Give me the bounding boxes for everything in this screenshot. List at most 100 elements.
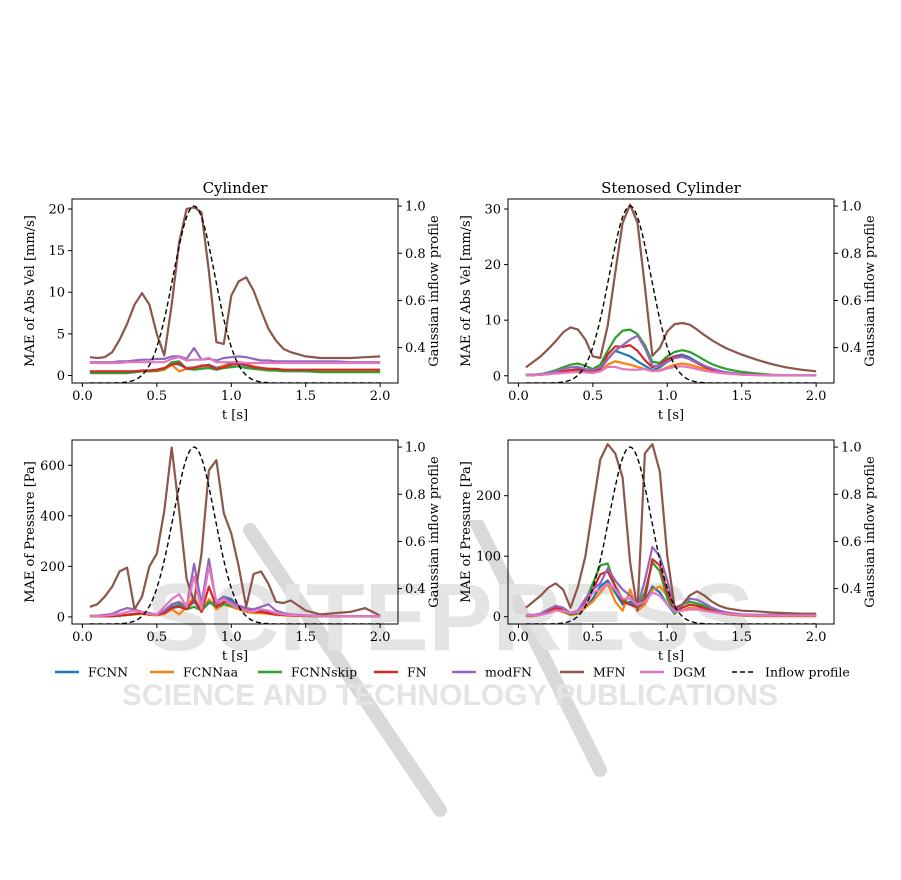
y-tick-label: 10	[48, 286, 65, 301]
series-line-fcnnskip	[89, 360, 381, 375]
x-tick-label: 1.5	[731, 630, 752, 645]
axes-frame	[71, 439, 399, 625]
y2-tick-label: 0.4	[405, 582, 426, 597]
y-tick-label: 10	[484, 314, 501, 329]
y2-axis-label: Gaussian inflow profile	[863, 456, 878, 608]
series-line-dgm	[89, 565, 381, 618]
x-tick-label: 2.0	[370, 389, 391, 404]
series-group	[89, 205, 381, 383]
x-axis-label: t [s]	[222, 408, 248, 423]
y2-tick-label: 0.8	[841, 247, 862, 262]
x-tick-label: 1.5	[295, 630, 316, 645]
legend-label: FCNNskip	[291, 665, 357, 680]
y2-tick-label: 0.4	[841, 582, 862, 597]
legend-label: FCNNaa	[183, 665, 239, 680]
watermark-line2: SCIENCE AND TECHNOLOGY PUBLICATIONS	[122, 679, 778, 712]
x-tick-label: 0.0	[72, 389, 93, 404]
y-tick-label: 5	[57, 327, 65, 342]
y2-tick-label: 0.8	[405, 247, 426, 262]
axes-frame	[507, 198, 835, 384]
x-tick-label: 0.0	[72, 630, 93, 645]
axes-frame	[507, 439, 835, 625]
x-tick-label: 2.0	[806, 630, 827, 645]
y-tick-label: 15	[48, 244, 65, 259]
y2-axis-label: Gaussian inflow profile	[427, 456, 442, 608]
y2-tick-label: 0.6	[405, 294, 426, 309]
legend-label: modFN	[485, 665, 532, 680]
y2-axis-label: Gaussian inflow profile	[427, 215, 442, 367]
axes-frame	[71, 198, 399, 384]
x-tick-label: 1.5	[731, 389, 752, 404]
x-tick-label: 1.0	[657, 389, 678, 404]
y-tick-label: 100	[476, 550, 501, 565]
x-tick-label: 0.5	[147, 389, 168, 404]
x-tick-label: 1.5	[295, 389, 316, 404]
watermark-swoosh	[243, 520, 607, 817]
chart-panel-3: 0.0 0.5 1.0 1.5 2.0 0 200 400 600 0.4 0.6 0.8 1.0 t […	[23, 439, 442, 664]
y-axis-label: MAE of Pressure [Pa]	[23, 461, 38, 603]
inflow-profile-line	[89, 205, 381, 383]
y-tick-label: 600	[40, 459, 65, 474]
legend-label: FN	[407, 665, 427, 680]
series-group	[525, 443, 817, 624]
series-line-dgm	[89, 356, 381, 365]
y2-tick-label: 0.4	[841, 341, 862, 356]
y-axis-label: MAE of Abs Vel [mm/s]	[459, 215, 474, 367]
y-tick-label: 0	[57, 369, 65, 384]
x-tick-label: 0.0	[508, 630, 529, 645]
legend-label: FCNN	[88, 665, 128, 680]
series-line-mfn	[525, 443, 817, 615]
y-tick-label: 0	[57, 610, 65, 625]
y-tick-label: 200	[476, 489, 501, 504]
series-line-modfn	[89, 346, 381, 364]
series-line-dgm	[525, 582, 817, 617]
x-axis-label: t [s]	[222, 649, 248, 664]
sitepress-watermark: SCITEPRESS SCIENCE AND TECHNOLOGY PUBLIC…	[122, 520, 778, 817]
y-tick-label: 0	[493, 369, 501, 384]
y-axis-label: MAE of Pressure [Pa]	[459, 461, 474, 603]
x-tick-label: 2.0	[806, 389, 827, 404]
watermark-line1: SCITEPRESS	[146, 564, 754, 671]
x-axis-label: t [s]	[658, 649, 684, 664]
y-tick-label: 20	[48, 202, 65, 217]
y2-tick-label: 1.0	[405, 441, 426, 456]
y2-tick-label: 0.6	[841, 294, 862, 309]
y2-tick-label: 0.6	[841, 535, 862, 550]
y2-tick-label: 0.8	[841, 488, 862, 503]
y2-tick-label: 0.4	[405, 341, 426, 356]
y2-axis-label: Gaussian inflow profile	[863, 215, 878, 367]
x-tick-label: 1.0	[221, 389, 242, 404]
x-tick-label: 0.5	[583, 389, 604, 404]
x-tick-label: 0.5	[583, 630, 604, 645]
y-tick-label: 20	[484, 258, 501, 273]
chart-panel-1: Cylinder 0.0 0.5 1.0 1.5 2.0 0 5 10 15 20 0.4 0.6 0.8…	[23, 179, 442, 423]
chart-panel-4: 0.0 0.5 1.0 1.5 2.0 0 100 200 0.4 0.6 0.8 1.0 t [s] M…	[459, 439, 878, 664]
chart-title: Cylinder	[203, 179, 269, 197]
series-line-mfn	[89, 446, 381, 617]
inflow-profile-line	[89, 446, 381, 624]
chart-title: Stenosed Cylinder	[601, 179, 742, 197]
inflow-profile-line	[525, 205, 817, 383]
y2-tick-label: 0.8	[405, 488, 426, 503]
chart-panel-2: Stenosed Cylinder 0.0 0.5 1.0 1.5 2.0 0 10 20 30 0…	[459, 179, 878, 423]
series-line-mfn	[89, 206, 381, 360]
y-tick-label: 400	[40, 509, 65, 524]
y-tick-label: 0	[493, 610, 501, 625]
series-group	[525, 203, 817, 383]
series-line-dgm	[525, 365, 817, 377]
x-axis-label: t [s]	[658, 408, 684, 423]
x-tick-label: 2.0	[370, 630, 391, 645]
series-line-fn	[89, 361, 381, 373]
y2-tick-label: 1.0	[841, 441, 862, 456]
x-tick-label: 1.0	[657, 630, 678, 645]
series-line-mfn	[525, 203, 817, 373]
legend: FCNN FCNNaa FCNNskip FN modFN MFN DGM Inflow pr…	[55, 665, 850, 680]
legend-label: Inflow profile	[765, 665, 850, 680]
x-tick-label: 1.0	[221, 630, 242, 645]
y2-tick-label: 0.6	[405, 535, 426, 550]
y2-tick-label: 1.0	[841, 200, 862, 215]
x-tick-label: 0.5	[147, 630, 168, 645]
series-line-fcnnskip	[525, 328, 817, 377]
x-tick-label: 0.0	[508, 389, 529, 404]
